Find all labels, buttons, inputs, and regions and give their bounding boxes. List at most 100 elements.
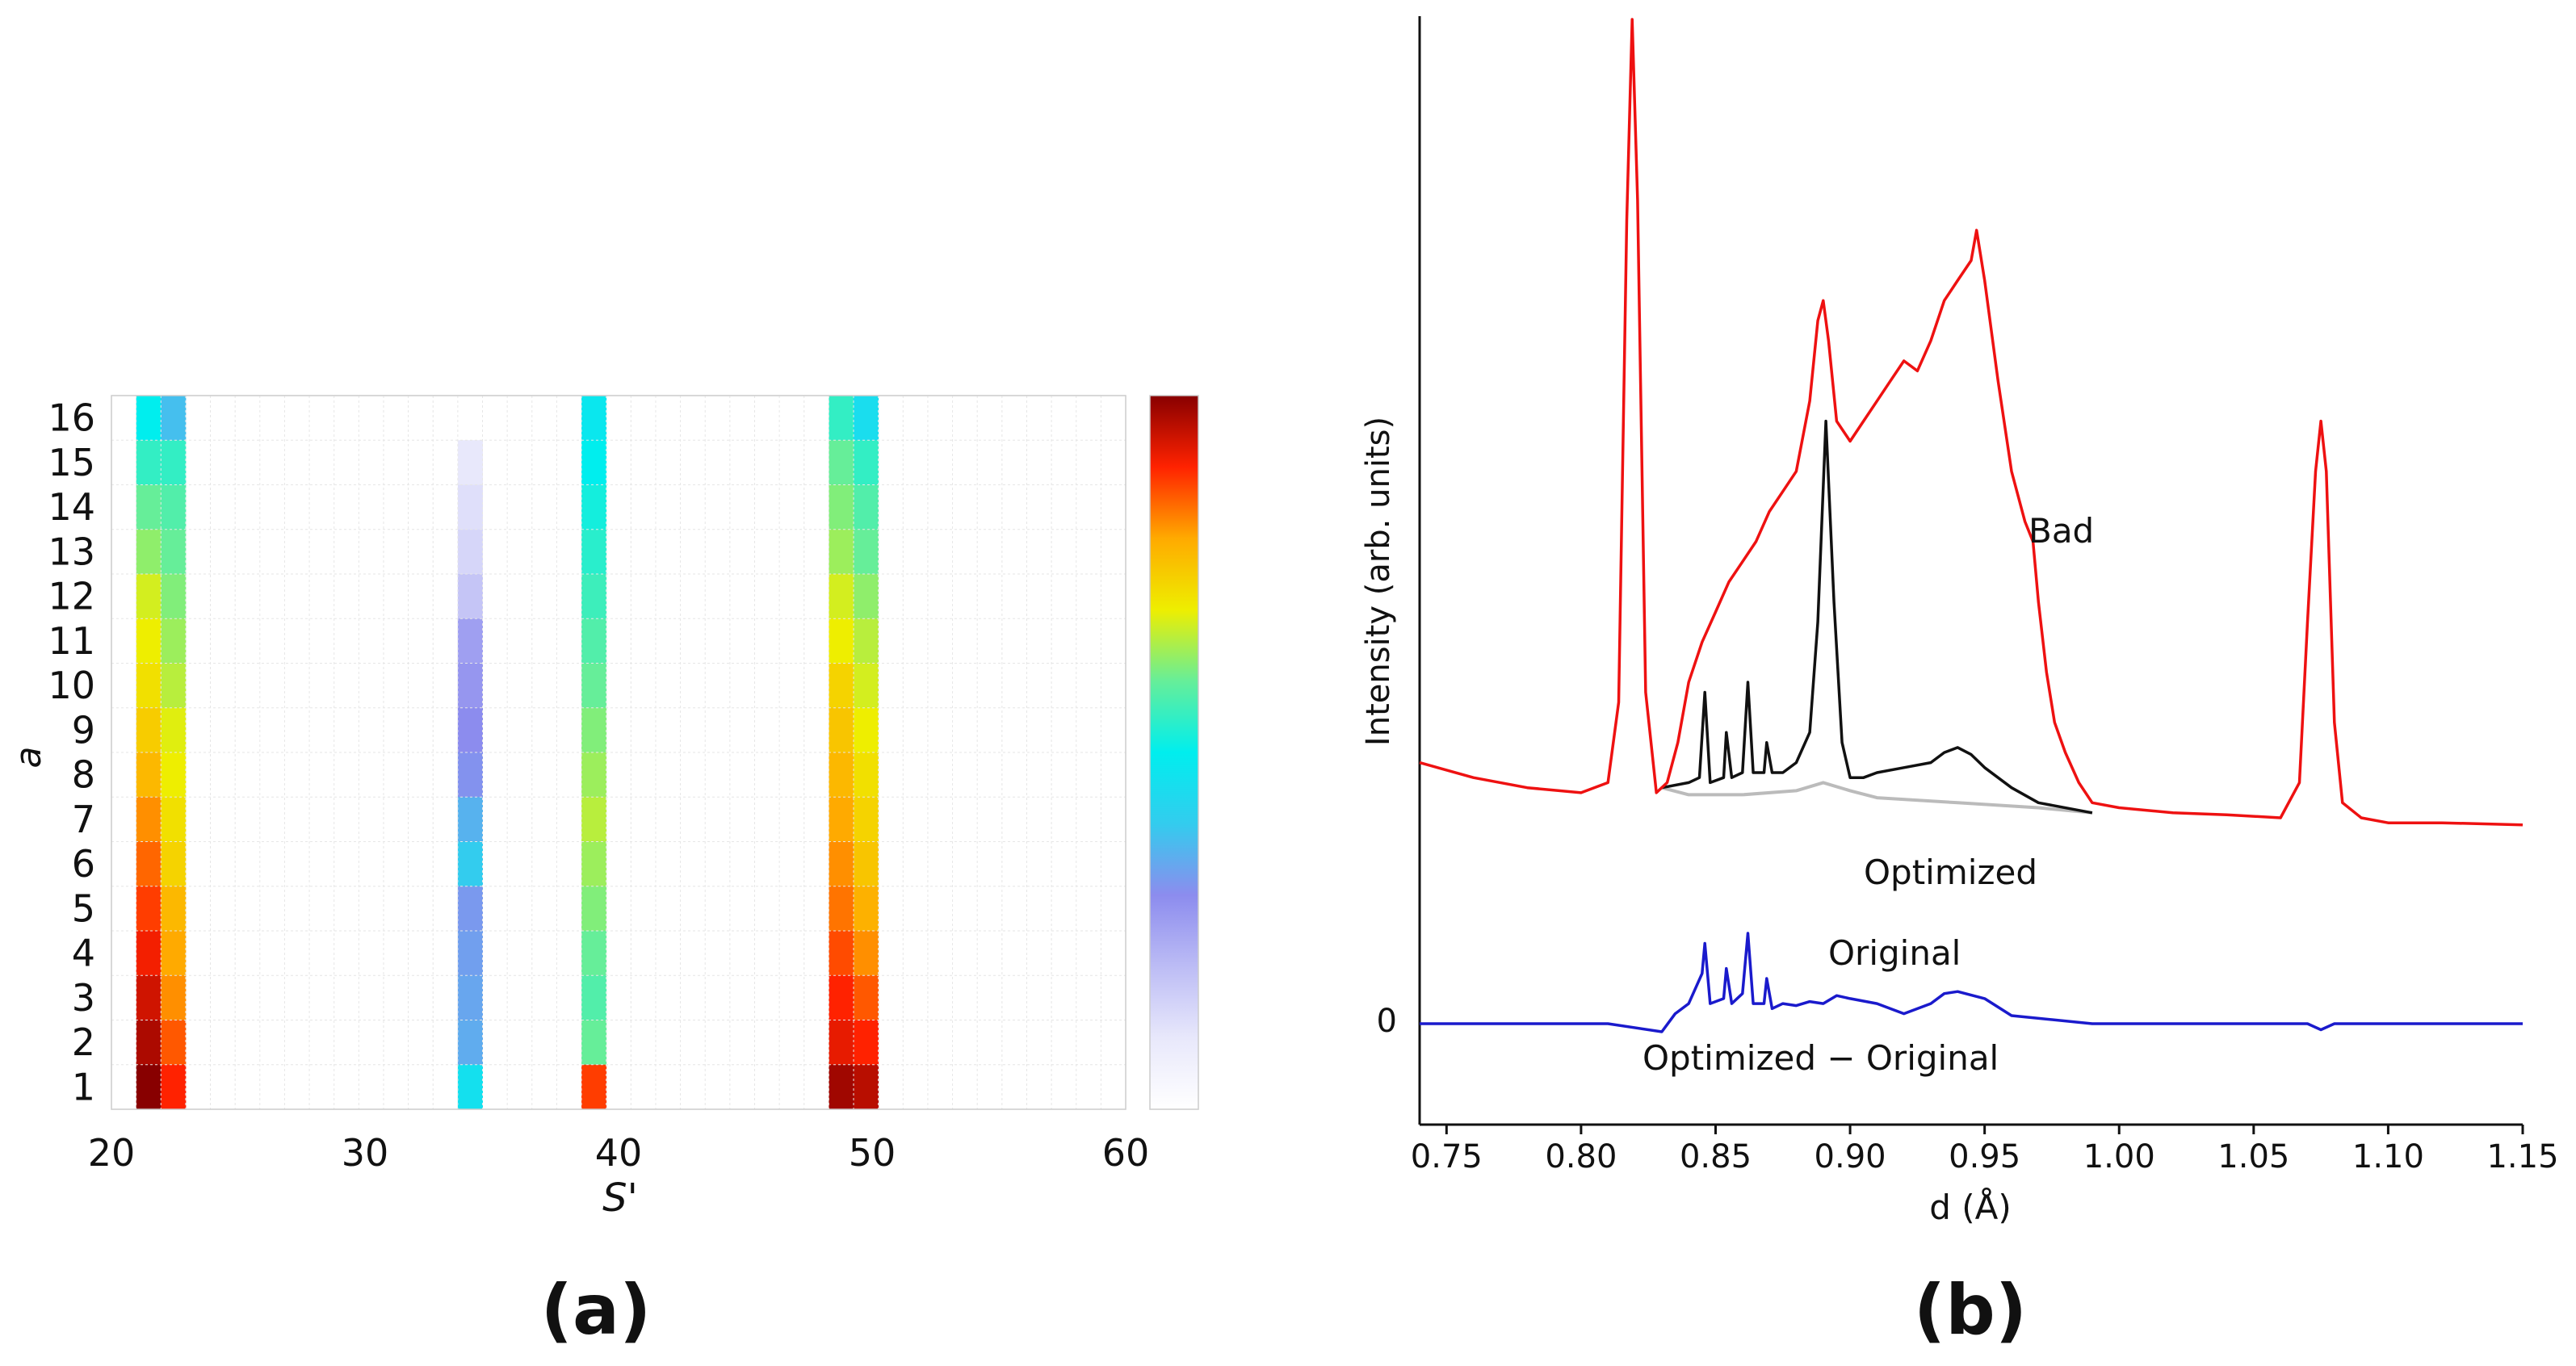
heatmap-y-tick-label: 4 bbox=[72, 932, 95, 975]
line-chart-x-ticks: 0.75 0.80 0.85 0.90 0.95 1.00 1.05 1.10 1.15 bbox=[1411, 1125, 2559, 1175]
heatmap-cell bbox=[829, 529, 854, 575]
heatmap-cell bbox=[854, 841, 879, 887]
series-optimized-line bbox=[1661, 419, 2093, 815]
heatmap-cell bbox=[136, 886, 162, 932]
heatmap-cell bbox=[161, 752, 187, 798]
heatmap-cell bbox=[581, 1020, 607, 1066]
heatmap-cell bbox=[581, 707, 607, 753]
heatmap-cell bbox=[581, 484, 607, 530]
heatmap-x-tick-label: 40 bbox=[595, 1131, 643, 1175]
heatmap-cell bbox=[854, 707, 879, 753]
heatmap-cell bbox=[161, 618, 187, 664]
heatmap-cell bbox=[581, 931, 607, 976]
heatmap-cell bbox=[161, 797, 187, 842]
heatmap-cell bbox=[161, 931, 187, 976]
heatmap-cell bbox=[581, 975, 607, 1020]
heatmap-cell bbox=[161, 707, 187, 753]
heatmap-cell bbox=[829, 396, 854, 441]
heatmap-cell bbox=[854, 484, 879, 530]
heatmap-y-axis-label: a bbox=[8, 747, 49, 769]
heatmap-cell bbox=[136, 440, 162, 485]
heatmap-cell bbox=[457, 1064, 484, 1110]
heatmap-cell bbox=[161, 440, 187, 485]
heatmap-cell bbox=[854, 752, 879, 798]
heatmap-cell bbox=[136, 663, 162, 709]
heatmap-cell bbox=[457, 797, 484, 842]
heatmap-cell bbox=[161, 975, 187, 1020]
heatmap-cell bbox=[854, 618, 879, 664]
heatmap-y-tick-label: 8 bbox=[72, 753, 95, 797]
heatmap-cell bbox=[136, 707, 162, 753]
heatmap-cell bbox=[829, 752, 854, 798]
heatmap-cell bbox=[457, 886, 484, 932]
annotation-difference: Optimized − Original bbox=[1643, 1038, 1999, 1078]
heatmap-cell bbox=[581, 574, 607, 619]
heatmap-cell bbox=[854, 663, 879, 709]
heatmap-cell bbox=[829, 886, 854, 932]
heatmap-cell bbox=[457, 975, 484, 1020]
line-chart-x-tick-label: 1.00 bbox=[2083, 1138, 2155, 1175]
line-chart-series bbox=[1419, 18, 2524, 1033]
line-chart-x-tick-label: 0.85 bbox=[1680, 1138, 1752, 1175]
heatmap-y-tick-label: 3 bbox=[72, 976, 95, 1020]
heatmap-x-tick-label: 30 bbox=[342, 1131, 389, 1175]
heatmap-cell bbox=[854, 396, 879, 441]
annotation-bad: Bad bbox=[2028, 511, 2094, 551]
heatmap-cell bbox=[457, 752, 484, 798]
heatmap-y-tick-label: 12 bbox=[48, 575, 95, 618]
heatmap-cell bbox=[829, 931, 854, 976]
heatmap-cell bbox=[829, 618, 854, 664]
heatmap-cell bbox=[829, 663, 854, 709]
heatmap-y-tick-label: 9 bbox=[72, 708, 95, 752]
heatmap-cell bbox=[136, 484, 162, 530]
heatmap-cell bbox=[457, 707, 484, 753]
heatmap-cell bbox=[581, 886, 607, 932]
annotation-original: Original bbox=[1828, 933, 1961, 973]
heatmap-cell bbox=[854, 975, 879, 1020]
heatmap-cell bbox=[136, 975, 162, 1020]
heatmap-x-tick-label: 60 bbox=[1102, 1131, 1150, 1175]
heatmap-y-tick-label: 13 bbox=[48, 530, 95, 573]
heatmap-cell bbox=[581, 752, 607, 798]
line-chart-x-tick-label: 1.15 bbox=[2486, 1138, 2558, 1175]
heatmap-cell bbox=[581, 1064, 607, 1110]
heatmap-cell bbox=[161, 396, 187, 441]
heatmap-y-tick-label: 2 bbox=[72, 1020, 95, 1064]
heatmap-grid bbox=[111, 396, 1126, 1109]
line-chart-x-tick-label: 0.75 bbox=[1411, 1138, 1483, 1175]
heatmap-y-tick-label: 10 bbox=[48, 664, 95, 707]
panel-label-a: (a) bbox=[541, 1270, 652, 1351]
heatmap-cell bbox=[829, 1020, 854, 1066]
heatmap-cell bbox=[136, 752, 162, 798]
heatmap-y-tick-label: 7 bbox=[72, 798, 95, 841]
heatmap-cell bbox=[457, 1020, 484, 1066]
heatmap-cell bbox=[829, 975, 854, 1020]
heatmap-cell bbox=[161, 1064, 187, 1110]
heatmap-cell bbox=[581, 396, 607, 441]
heatmap-cell bbox=[161, 484, 187, 530]
heatmap-cell bbox=[854, 886, 879, 932]
annotation-optimized: Optimized bbox=[1864, 853, 2037, 892]
heatmap-x-tick-label: 20 bbox=[88, 1131, 136, 1175]
heatmap-cell bbox=[136, 931, 162, 976]
series-original-line bbox=[1661, 781, 2093, 815]
heatmap-cell bbox=[829, 574, 854, 619]
line-chart-x-tick-label: 0.80 bbox=[1545, 1138, 1617, 1175]
heatmap-cells bbox=[136, 396, 879, 1110]
heatmap-y-tick-label: 14 bbox=[48, 485, 95, 529]
line-chart-x-tick-label: 1.10 bbox=[2352, 1138, 2424, 1175]
heatmap-cell bbox=[829, 1064, 854, 1110]
heatmap-cell bbox=[581, 529, 607, 575]
heatmap-cell bbox=[854, 574, 879, 619]
heatmap-x-tick-label: 50 bbox=[849, 1131, 896, 1175]
heatmap-cell bbox=[161, 1020, 187, 1066]
heatmap-cell bbox=[829, 440, 854, 485]
heatmap-cell bbox=[161, 574, 187, 619]
colorbar bbox=[1149, 395, 1199, 1110]
line-chart-y-axis-label: Intensity (arb. units) bbox=[1360, 417, 1397, 746]
line-chart-x-axis-label: d (Å) bbox=[1929, 1187, 2012, 1227]
heatmap-frame bbox=[111, 395, 1126, 1110]
heatmap-cell bbox=[136, 797, 162, 842]
